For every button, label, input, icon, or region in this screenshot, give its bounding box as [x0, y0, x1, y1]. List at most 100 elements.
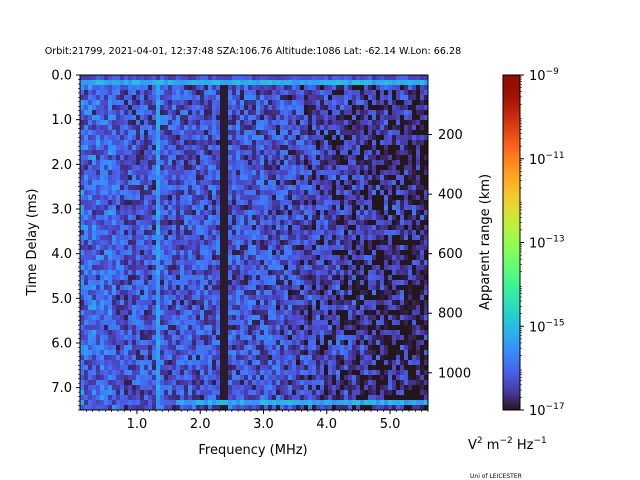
heatmap-cell	[224, 335, 229, 341]
heatmap-cell	[288, 355, 293, 361]
heatmap-cell	[336, 240, 341, 246]
heatmap-cell	[396, 115, 401, 121]
heatmap-cell	[256, 265, 261, 271]
heatmap-cell	[204, 355, 209, 361]
heatmap-cell	[300, 125, 305, 131]
heatmap-cell	[304, 315, 309, 321]
heatmap-cell	[80, 125, 85, 131]
heatmap-cell	[236, 165, 241, 171]
heatmap-cell	[400, 130, 405, 136]
heatmap-cell	[140, 265, 145, 271]
heatmap-cell	[396, 165, 401, 171]
heatmap-cell	[160, 235, 165, 241]
heatmap-cell	[136, 325, 141, 331]
heatmap-cell	[304, 195, 309, 201]
heatmap-cell	[284, 255, 289, 261]
heatmap-cell	[148, 175, 153, 181]
heatmap-cell	[236, 160, 241, 166]
heatmap-cell	[112, 340, 117, 346]
heatmap-cell	[388, 285, 393, 291]
heatmap-cell	[96, 290, 101, 296]
heatmap-cell	[208, 100, 213, 106]
heatmap-cell	[248, 235, 253, 241]
heatmap-cell	[120, 180, 125, 186]
heatmap-cell	[204, 145, 209, 151]
heatmap-cell	[164, 310, 169, 316]
heatmap-cell	[368, 125, 373, 131]
heatmap-cell	[424, 305, 429, 311]
heatmap-cell	[360, 305, 365, 311]
heatmap-cell	[344, 215, 349, 221]
heatmap-cell	[252, 120, 257, 126]
heatmap-cell	[384, 210, 389, 216]
heatmap-cell	[240, 165, 245, 171]
heatmap-cell	[272, 140, 277, 146]
heatmap-cell	[308, 170, 313, 176]
heatmap-cell	[232, 165, 237, 171]
heatmap-cell	[328, 120, 333, 126]
heatmap-cell	[200, 125, 205, 131]
heatmap-cell	[308, 80, 313, 86]
heatmap-cell	[360, 125, 365, 131]
heatmap-cell	[380, 150, 385, 156]
heatmap-cell	[324, 215, 329, 221]
heatmap-cell	[300, 270, 305, 276]
heatmap-cell	[268, 340, 273, 346]
heatmap-cell	[200, 245, 205, 251]
heatmap-cell	[248, 85, 253, 91]
heatmap-cell	[308, 120, 313, 126]
heatmap-cell	[420, 195, 425, 201]
heatmap-cell	[100, 215, 105, 221]
heatmap-cell	[196, 125, 201, 131]
heatmap-cell	[168, 210, 173, 216]
heatmap-cell	[284, 270, 289, 276]
heatmap-cell	[188, 335, 193, 341]
heatmap-cell	[260, 90, 265, 96]
heatmap-cell	[352, 170, 357, 176]
heatmap-cell	[356, 345, 361, 351]
heatmap-cell	[280, 190, 285, 196]
heatmap-cell	[268, 330, 273, 336]
heatmap-cell	[208, 250, 213, 256]
heatmap-cell	[244, 90, 249, 96]
heatmap-cell	[392, 300, 397, 306]
heatmap-cell	[416, 165, 421, 171]
heatmap-cell	[276, 290, 281, 296]
heatmap-cell	[112, 225, 117, 231]
heatmap-cell	[160, 285, 165, 291]
heatmap-cell	[196, 300, 201, 306]
heatmap-cell	[344, 310, 349, 316]
heatmap-cell	[424, 75, 429, 81]
heatmap-cell	[304, 90, 309, 96]
heatmap-cell	[416, 115, 421, 121]
heatmap-cell	[160, 335, 165, 341]
heatmap-cell	[96, 210, 101, 216]
heatmap-cell	[232, 345, 237, 351]
heatmap-cell	[96, 225, 101, 231]
heatmap-cell	[388, 290, 393, 296]
heatmap-cell	[300, 145, 305, 151]
heatmap-cell	[360, 265, 365, 271]
heatmap-cell	[168, 295, 173, 301]
heatmap-cell	[416, 295, 421, 301]
heatmap-cell	[220, 280, 225, 286]
heatmap-cell	[348, 240, 353, 246]
heatmap-cell	[164, 315, 169, 321]
heatmap-cell	[312, 335, 317, 341]
heatmap-cell	[372, 350, 377, 356]
heatmap-cell	[340, 335, 345, 341]
heatmap-cell	[336, 275, 341, 281]
heatmap-cell	[380, 235, 385, 241]
heatmap-cell	[264, 295, 269, 301]
heatmap-cell	[308, 230, 313, 236]
heatmap-cell	[108, 300, 113, 306]
heatmap-cell	[92, 140, 97, 146]
heatmap-cell	[264, 190, 269, 196]
heatmap-cell	[220, 220, 225, 226]
heatmap-cell	[88, 280, 93, 286]
heatmap-cell	[376, 305, 381, 311]
heatmap-cell	[372, 195, 377, 201]
heatmap-cell	[316, 105, 321, 111]
heatmap-cell	[192, 210, 197, 216]
heatmap-cell	[224, 160, 229, 166]
